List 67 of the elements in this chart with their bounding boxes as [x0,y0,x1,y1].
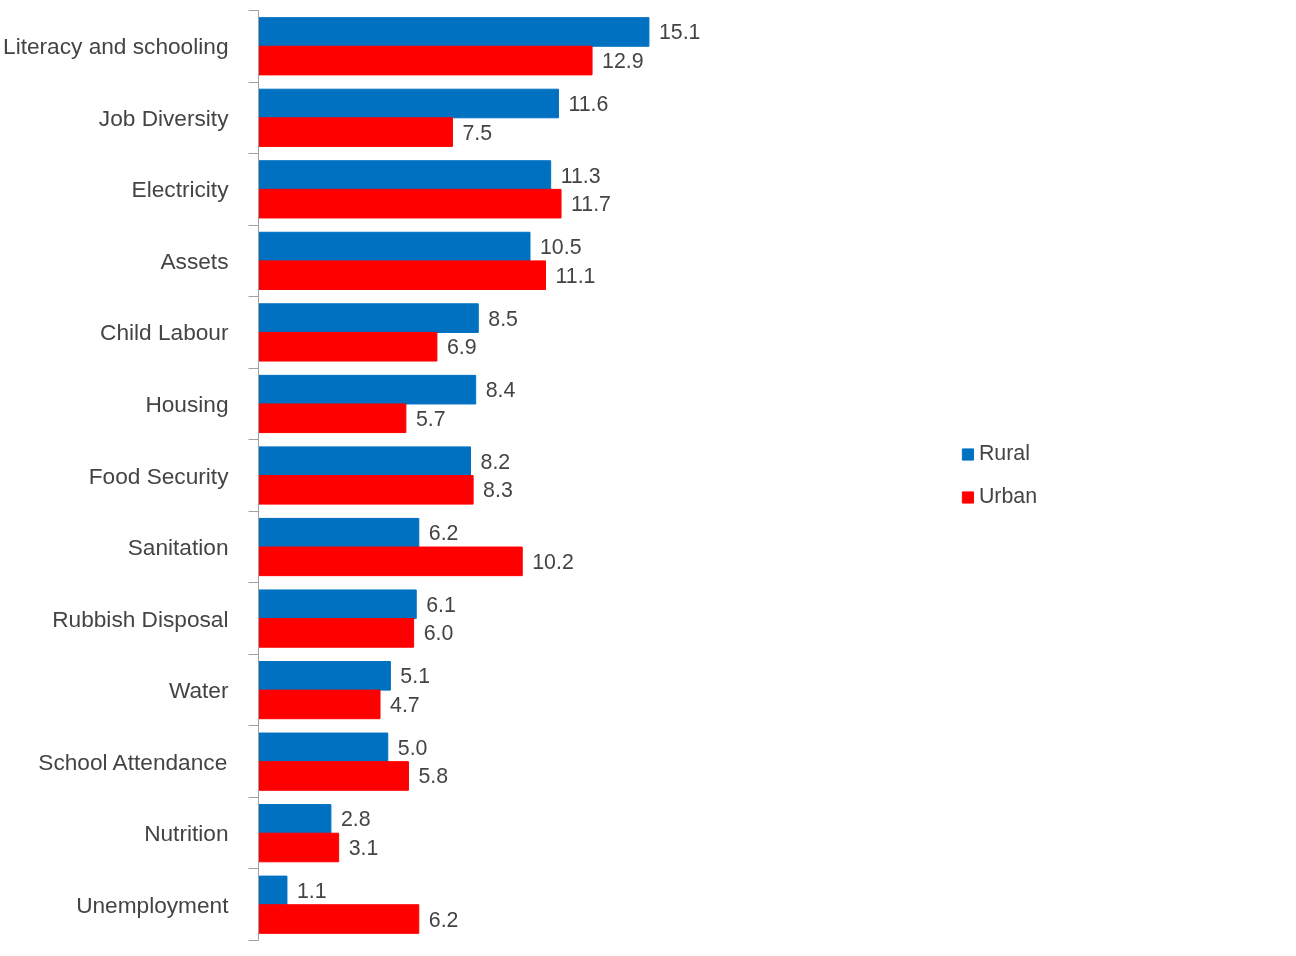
data-label: 6.2 [428,907,459,932]
data-label: 4.7 [390,692,420,717]
data-label: 6.2 [428,521,459,546]
y-tick-label: Job Diversity [98,104,230,131]
data-label: 10.5 [539,235,582,260]
data-label: 1.1 [296,878,327,903]
data-label: 5.7 [415,406,446,431]
bar [258,446,472,476]
data-label: 6.9 [446,335,477,360]
data-label: 11.7 [571,192,611,217]
bar [258,732,389,763]
y-tick-label: Rubbish Disposal [52,605,229,632]
data-label: 11.3 [560,163,601,188]
data-label: 10.2 [532,549,574,574]
legend-label: Urban [978,484,1038,509]
bar [258,832,340,863]
bar [258,689,381,720]
bar [258,117,453,147]
y-tick-label: Assets [160,247,229,274]
data-label: 5.0 [397,735,428,760]
bar [258,231,531,262]
bar [258,17,650,47]
y-tick-label: Child Labour [100,319,229,346]
data-label: 6.1 [426,592,456,617]
legend-label: Rural [978,441,1030,466]
data-label: 7.5 [462,120,493,145]
bar [258,761,409,791]
data-label: 5.8 [418,764,449,789]
bar [258,804,332,834]
data-label: 8.4 [485,378,516,403]
bar [258,303,479,333]
bar [258,661,391,691]
data-label: 8.5 [488,306,518,331]
y-tick-label: Housing [145,390,229,417]
bar [258,88,559,119]
data-label: 6.0 [423,621,454,646]
y-tick-label: Literacy and schooling [3,33,229,60]
bar [258,546,523,577]
bar [258,160,552,190]
bar [258,188,562,219]
bar [258,374,477,405]
bar [258,875,288,906]
bar [258,589,417,620]
data-label: 11.1 [555,263,596,288]
data-label: 3.1 [348,836,379,860]
data-label: 8.2 [480,449,511,474]
bar [258,45,593,76]
y-tick-label: Water [168,677,229,704]
data-label: 15.1 [658,20,701,45]
y-tick-label: Food Security [88,462,230,489]
data-label: 2.8 [340,807,371,832]
y-tick-label: Sanitation [127,534,229,561]
y-tick-label: Nutrition [144,820,229,847]
bar [258,904,420,934]
data-label: 11.6 [568,92,609,116]
data-label: 8.3 [483,478,513,503]
bar [258,260,547,290]
y-tick-label: School Attendance [38,748,228,775]
data-label: 5.1 [400,664,431,689]
bar [258,618,415,648]
bar [258,517,420,548]
bar [258,331,438,362]
data-label: 12.9 [602,49,644,74]
bar [258,403,407,434]
y-tick-label: Electricity [131,176,230,203]
y-tick-label: Unemployment [76,891,230,918]
bar [258,475,474,505]
